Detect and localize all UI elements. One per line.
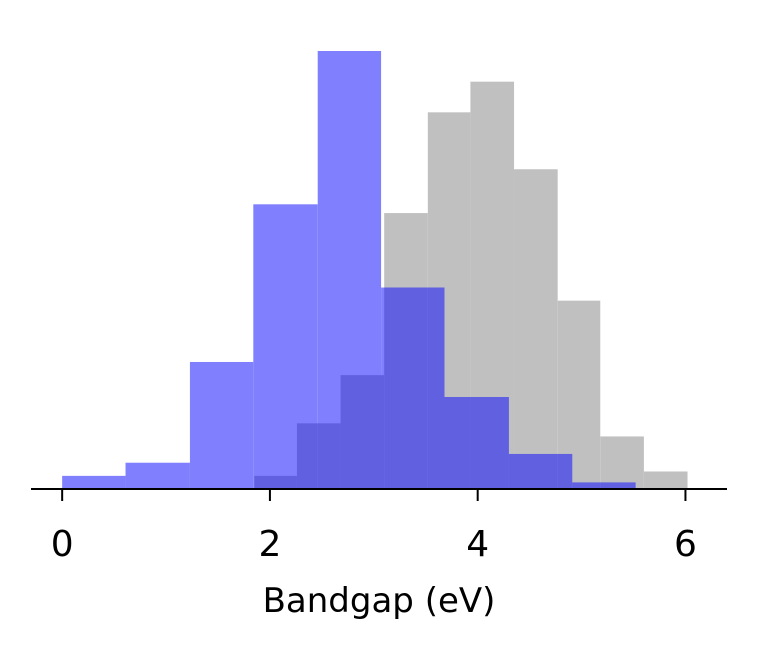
overlap-bar-10 <box>514 453 558 489</box>
overlap-bar-8 <box>470 397 509 489</box>
x-tick-label-6: 6 <box>674 524 697 565</box>
overlap-bar-2 <box>317 423 341 489</box>
blue-bar-1 <box>125 462 190 489</box>
gray-bar-6 <box>514 169 558 489</box>
overlap-bar-3 <box>340 375 382 489</box>
gray-bar-8 <box>600 436 644 489</box>
overlap-bar-6 <box>427 287 445 489</box>
blue-bar-0 <box>62 475 126 489</box>
gray-bar-9 <box>643 471 688 489</box>
overlap-bar-12 <box>572 482 601 489</box>
overlap-bar-4 <box>381 375 385 489</box>
x-axis-ticks: 0 2 4 6 <box>51 489 697 565</box>
overlap-bar-0 <box>254 475 297 489</box>
histogram-bars <box>62 51 688 490</box>
overlap-bar-5 <box>384 287 428 489</box>
overlap-bar-13 <box>600 482 636 489</box>
x-tick-label-0: 0 <box>51 524 74 565</box>
x-tick-label-4: 4 <box>466 524 489 565</box>
overlap-bar-9 <box>508 453 515 489</box>
x-tick-label-2: 2 <box>258 524 281 565</box>
overlap-bar-7 <box>444 397 471 489</box>
overlap-bar-11 <box>557 453 573 489</box>
x-axis-label: Bandgap (eV) <box>263 581 496 621</box>
overlap-bar-1 <box>296 423 318 489</box>
blue-bar-2 <box>189 361 254 489</box>
